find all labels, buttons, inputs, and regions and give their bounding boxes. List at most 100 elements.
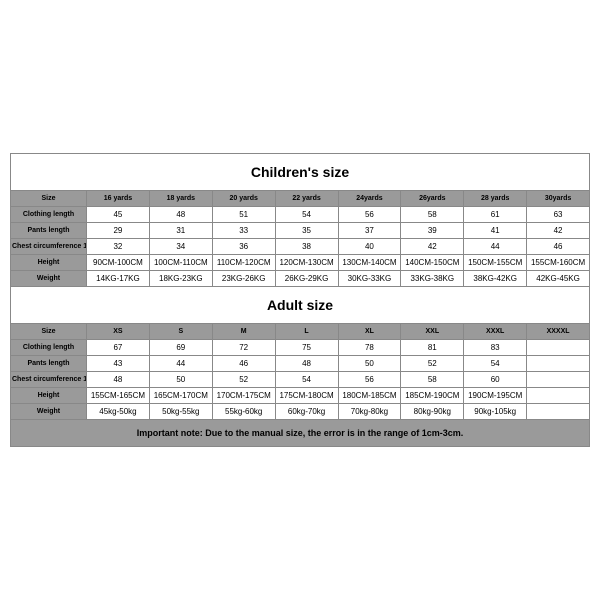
data-cell: 56 — [338, 207, 401, 223]
data-cell: 32 — [87, 239, 150, 255]
row-label-head: Size — [11, 324, 87, 340]
data-cell: 61 — [464, 207, 527, 223]
data-cell: 70kg-80kg — [338, 404, 401, 420]
data-cell: 48 — [87, 372, 150, 388]
data-cell: 60kg-70kg — [275, 404, 338, 420]
row-label: Pants length — [11, 223, 87, 239]
col-head: M — [212, 324, 275, 340]
data-cell: 52 — [401, 356, 464, 372]
data-cell: 45kg-50kg — [87, 404, 150, 420]
data-cell: 78 — [338, 340, 401, 356]
header-row: Size16 yards18 yards20 yards22 yards24ya… — [11, 191, 590, 207]
data-cell: 58 — [401, 372, 464, 388]
note-text: Important note: Due to the manual size, … — [11, 420, 590, 447]
data-cell: 39 — [401, 223, 464, 239]
col-head: L — [275, 324, 338, 340]
data-cell: 29 — [87, 223, 150, 239]
data-row: Pants length43444648505254 — [11, 356, 590, 372]
data-cell: 175CM-180CM — [275, 388, 338, 404]
data-cell — [527, 372, 590, 388]
data-cell: 42 — [401, 239, 464, 255]
data-cell: 46 — [527, 239, 590, 255]
col-head: XXXXL — [527, 324, 590, 340]
data-cell: 69 — [149, 340, 212, 356]
col-head: 30yards — [527, 191, 590, 207]
data-cell: 100CM-110CM — [149, 255, 212, 271]
col-head: XXL — [401, 324, 464, 340]
size-table: Children's sizeSize16 yards18 yards20 ya… — [10, 153, 590, 447]
data-cell: 185CM-190CM — [401, 388, 464, 404]
note-row: Important note: Due to the manual size, … — [11, 420, 590, 447]
section-title-row: Children's size — [11, 154, 590, 191]
col-head: XS — [87, 324, 150, 340]
data-cell: 80kg-90kg — [401, 404, 464, 420]
row-label: Height — [11, 388, 87, 404]
data-cell: 44 — [149, 356, 212, 372]
data-cell: 55kg-60kg — [212, 404, 275, 420]
data-cell: 31 — [149, 223, 212, 239]
data-cell: 33KG-38KG — [401, 271, 464, 287]
data-row: Height90CM-100CM100CM-110CM110CM-120CM12… — [11, 255, 590, 271]
col-head: 28 yards — [464, 191, 527, 207]
data-cell — [527, 356, 590, 372]
data-cell: 90kg-105kg — [464, 404, 527, 420]
data-cell: 41 — [464, 223, 527, 239]
data-cell: 50 — [149, 372, 212, 388]
data-cell: 26KG-29KG — [275, 271, 338, 287]
data-cell: 42KG-45KG — [527, 271, 590, 287]
data-row: Weight45kg-50kg50kg-55kg55kg-60kg60kg-70… — [11, 404, 590, 420]
data-cell: 45 — [87, 207, 150, 223]
data-cell: 52 — [212, 372, 275, 388]
data-cell: 48 — [275, 356, 338, 372]
data-cell: 50kg-55kg — [149, 404, 212, 420]
data-cell: 40 — [338, 239, 401, 255]
data-row: Chest circumference 1/248505254565860 — [11, 372, 590, 388]
col-head: 24yards — [338, 191, 401, 207]
data-cell: 90CM-100CM — [87, 255, 150, 271]
data-cell: 63 — [527, 207, 590, 223]
data-cell: 155CM-165CM — [87, 388, 150, 404]
row-label: Chest circumference 1/2 — [11, 239, 87, 255]
data-cell: 58 — [401, 207, 464, 223]
data-cell: 48 — [149, 207, 212, 223]
row-label: Clothing length — [11, 340, 87, 356]
data-cell: 44 — [464, 239, 527, 255]
data-cell: 51 — [212, 207, 275, 223]
data-cell: 43 — [87, 356, 150, 372]
row-label: Weight — [11, 404, 87, 420]
col-head: 18 yards — [149, 191, 212, 207]
data-cell: 54 — [275, 207, 338, 223]
section-title: Children's size — [11, 154, 590, 191]
data-cell: 46 — [212, 356, 275, 372]
data-cell: 54 — [275, 372, 338, 388]
size-chart: Children's sizeSize16 yards18 yards20 ya… — [10, 153, 590, 447]
row-label: Pants length — [11, 356, 87, 372]
data-cell: 38KG-42KG — [464, 271, 527, 287]
data-cell — [527, 340, 590, 356]
col-head: 26yards — [401, 191, 464, 207]
row-label: Clothing length — [11, 207, 87, 223]
row-label: Weight — [11, 271, 87, 287]
data-cell: 14KG-17KG — [87, 271, 150, 287]
data-cell: 38 — [275, 239, 338, 255]
header-row: SizeXSSMLXLXXLXXXLXXXXL — [11, 324, 590, 340]
data-cell: 60 — [464, 372, 527, 388]
col-head: 20 yards — [212, 191, 275, 207]
data-row: Height155CM-165CM165CM-170CM170CM-175CM1… — [11, 388, 590, 404]
data-cell: 56 — [338, 372, 401, 388]
data-cell: 120CM-130CM — [275, 255, 338, 271]
data-cell: 81 — [401, 340, 464, 356]
data-cell: 110CM-120CM — [212, 255, 275, 271]
section-title: Adult size — [11, 287, 590, 324]
data-cell: 150CM-155CM — [464, 255, 527, 271]
data-cell: 83 — [464, 340, 527, 356]
data-cell: 23KG-26KG — [212, 271, 275, 287]
data-cell: 35 — [275, 223, 338, 239]
section-title-row: Adult size — [11, 287, 590, 324]
row-label: Chest circumference 1/2 — [11, 372, 87, 388]
col-head: 16 yards — [87, 191, 150, 207]
data-cell: 36 — [212, 239, 275, 255]
data-cell: 54 — [464, 356, 527, 372]
row-label: Height — [11, 255, 87, 271]
data-cell: 18KG-23KG — [149, 271, 212, 287]
